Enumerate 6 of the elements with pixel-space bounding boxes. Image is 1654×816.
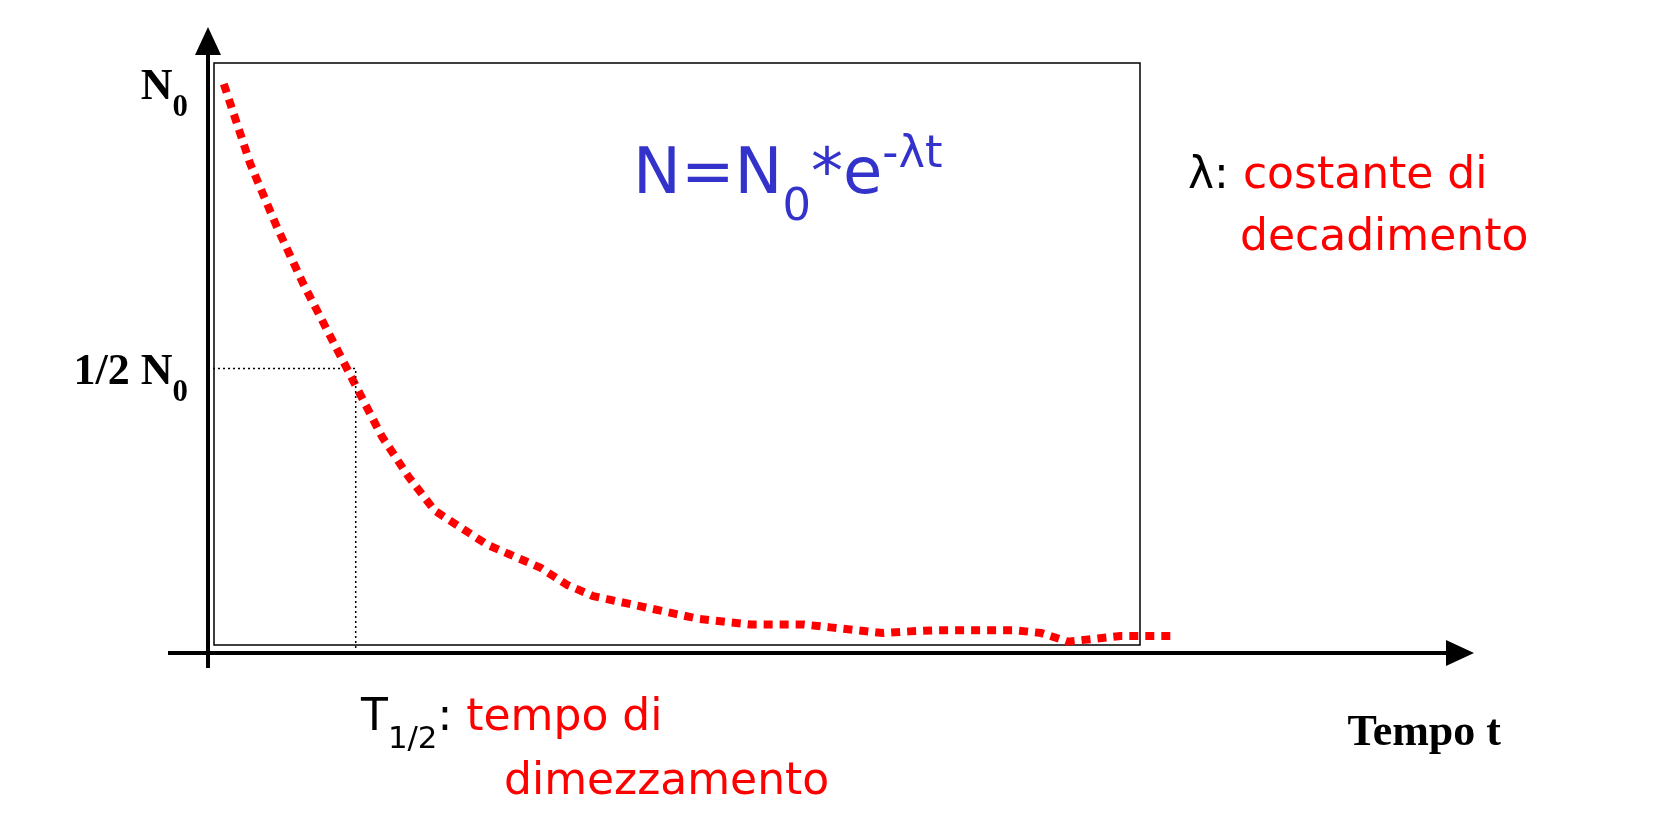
x-axis-title: Tempo t bbox=[1347, 706, 1502, 755]
annotation: N=N$_{0}$*e$^{-λt}$ bbox=[633, 124, 943, 231]
text: T$_{1/2}$: tempo di dimezzamento bbox=[360, 689, 830, 804]
text: λ: costante di decadimento bbox=[1188, 147, 1529, 260]
text: N$_{0}$ bbox=[140, 60, 188, 123]
ref-line-label: 1/2 N$_{0}$ bbox=[73, 344, 188, 408]
